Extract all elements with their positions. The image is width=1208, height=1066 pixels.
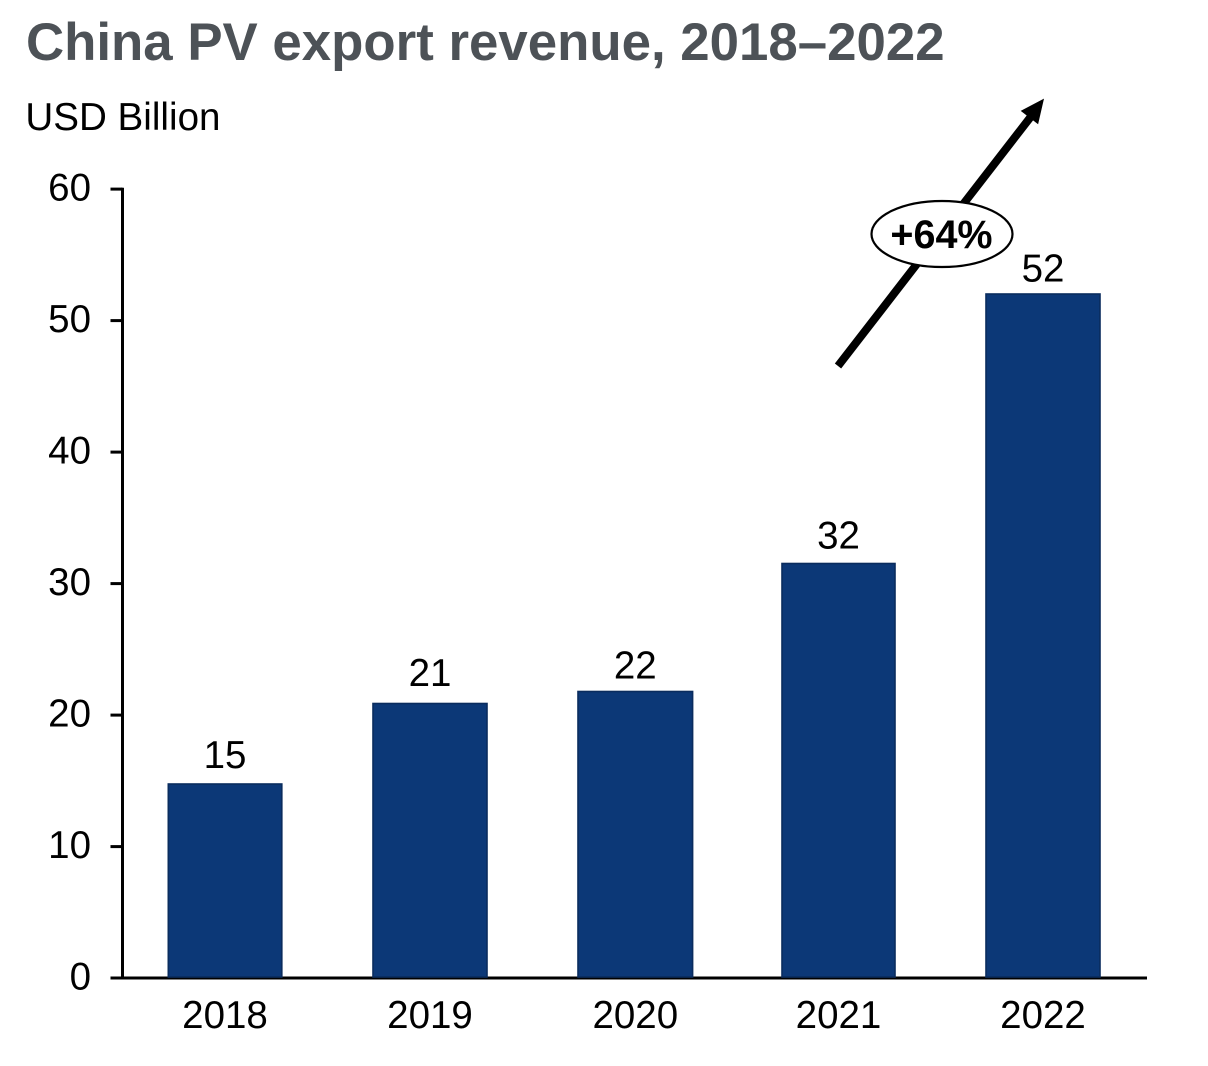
svg-text:15: 15 (204, 734, 247, 777)
svg-text:China PV export revenue, 2018–: China PV export revenue, 2018–2022 (26, 13, 945, 72)
svg-text:30: 30 (48, 561, 91, 604)
svg-text:32: 32 (817, 515, 860, 558)
svg-text:50: 50 (48, 298, 91, 341)
svg-text:2021: 2021 (796, 994, 882, 1037)
svg-text:2022: 2022 (1000, 994, 1086, 1037)
svg-text:22: 22 (614, 644, 657, 687)
svg-text:21: 21 (409, 652, 452, 695)
svg-text:40: 40 (48, 430, 91, 473)
svg-text:10: 10 (48, 824, 91, 867)
svg-text:0: 0 (70, 956, 91, 999)
svg-text:USD Billion: USD Billion (25, 96, 220, 139)
svg-text:52: 52 (1022, 247, 1065, 290)
svg-text:+64%: +64% (890, 213, 992, 257)
svg-text:2020: 2020 (592, 994, 678, 1037)
svg-text:2019: 2019 (387, 994, 473, 1037)
svg-text:60: 60 (48, 167, 91, 210)
svg-text:20: 20 (48, 693, 91, 736)
svg-text:2018: 2018 (182, 994, 268, 1037)
